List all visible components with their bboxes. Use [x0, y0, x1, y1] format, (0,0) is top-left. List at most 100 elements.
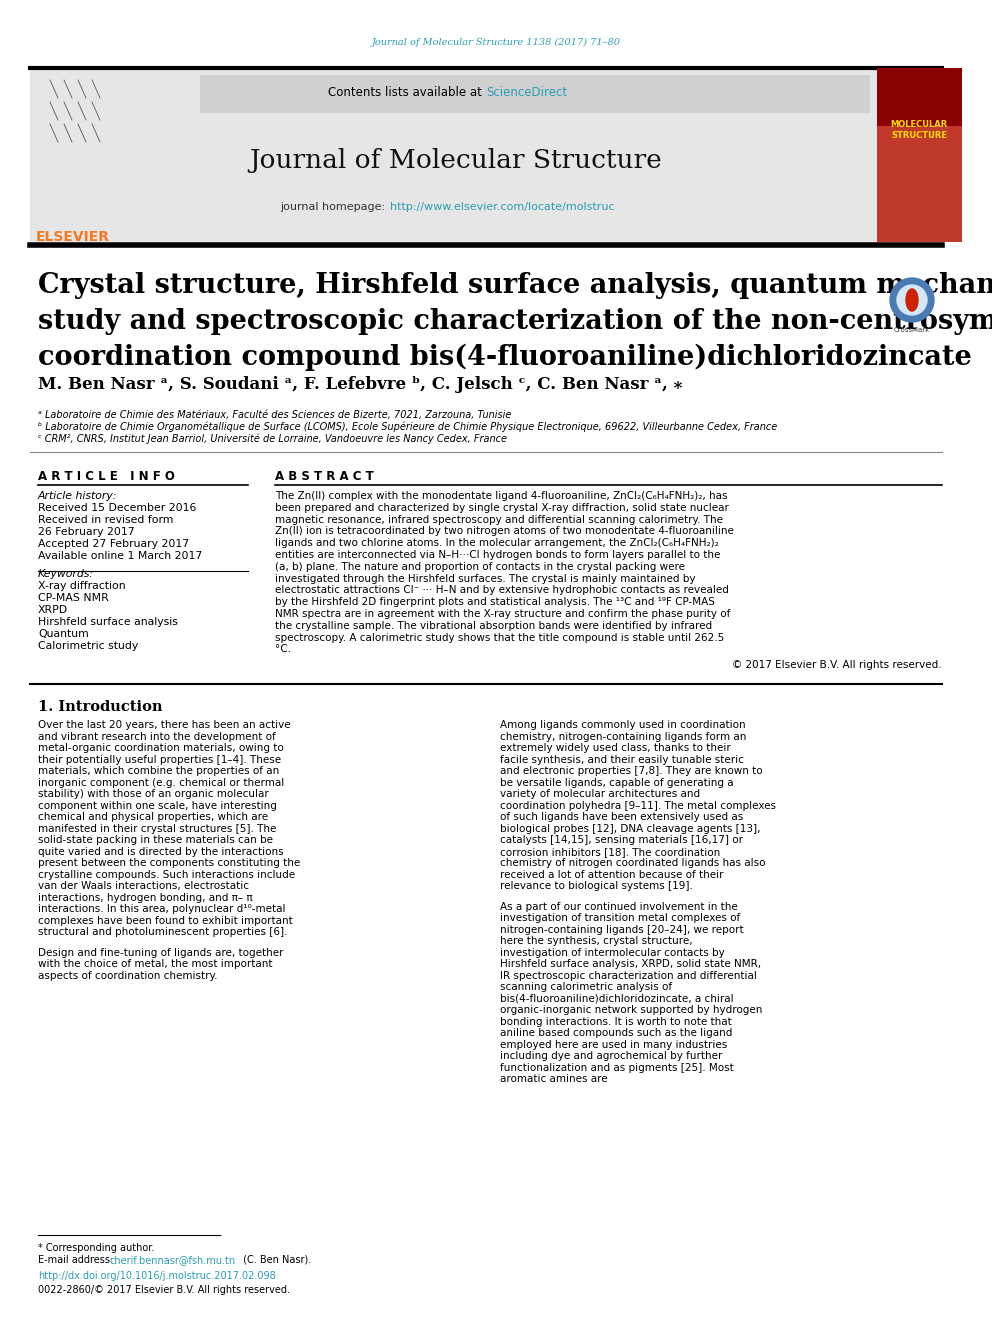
Text: interactions. In this area, polynuclear d¹⁰-metal: interactions. In this area, polynuclear … [38, 904, 286, 914]
Text: investigated through the Hirshfeld surfaces. The crystal is mainly maintained by: investigated through the Hirshfeld surfa… [275, 574, 695, 583]
Text: © 2017 Elsevier B.V. All rights reserved.: © 2017 Elsevier B.V. All rights reserved… [732, 660, 942, 671]
Text: here the synthesis, crystal structure,: here the synthesis, crystal structure, [500, 937, 692, 946]
Text: nitrogen-containing ligands [20–24], we report: nitrogen-containing ligands [20–24], we … [500, 925, 744, 935]
Text: MOLECULAR
STRUCTURE: MOLECULAR STRUCTURE [891, 120, 947, 140]
Ellipse shape [906, 288, 918, 311]
Text: Contents lists available at: Contents lists available at [328, 86, 486, 99]
Text: Received 15 December 2016: Received 15 December 2016 [38, 503, 196, 513]
Text: chemistry, nitrogen-containing ligands form an: chemistry, nitrogen-containing ligands f… [500, 732, 746, 742]
Text: corrosion inhibitors [18]. The coordination: corrosion inhibitors [18]. The coordinat… [500, 847, 720, 857]
Text: (C. Ben Nasr).: (C. Ben Nasr). [240, 1256, 311, 1265]
Text: http://www.elsevier.com/locate/molstruc: http://www.elsevier.com/locate/molstruc [390, 202, 615, 212]
Text: http://dx.doi.org/10.1016/j.molstruc.2017.02.098: http://dx.doi.org/10.1016/j.molstruc.201… [38, 1271, 276, 1281]
Text: E-mail address:: E-mail address: [38, 1256, 116, 1265]
Text: Article history:: Article history: [38, 491, 117, 501]
Text: aspects of coordination chemistry.: aspects of coordination chemistry. [38, 971, 217, 980]
Text: and vibrant research into the development of: and vibrant research into the developmen… [38, 732, 276, 742]
Text: magnetic resonance, infrared spectroscopy and differential scanning calorimetry.: magnetic resonance, infrared spectroscop… [275, 515, 723, 525]
Text: Hirshfeld surface analysis: Hirshfeld surface analysis [38, 617, 178, 627]
Text: Quantum: Quantum [38, 628, 88, 639]
Text: IR spectroscopic characterization and differential: IR spectroscopic characterization and di… [500, 971, 757, 980]
Text: crystalline compounds. Such interactions include: crystalline compounds. Such interactions… [38, 869, 296, 880]
Text: and electronic properties [7,8]. They are known to: and electronic properties [7,8]. They ar… [500, 766, 763, 777]
Text: including dye and agrochemical by further: including dye and agrochemical by furthe… [500, 1052, 722, 1061]
Text: received a lot of attention because of their: received a lot of attention because of t… [500, 869, 723, 880]
Text: van der Waals interactions, electrostatic: van der Waals interactions, electrostati… [38, 881, 249, 892]
Text: cherif.bennasr@fsh.mu.tn: cherif.bennasr@fsh.mu.tn [110, 1256, 236, 1265]
Text: M. Ben Nasr ᵃ, S. Soudani ᵃ, F. Lefebvre ᵇ, C. Jelsch ᶜ, C. Ben Nasr ᵃ, ⁎: M. Ben Nasr ᵃ, S. Soudani ᵃ, F. Lefebvre… [38, 376, 682, 393]
Text: Hirshfeld surface analysis, XRPD, solid state NMR,: Hirshfeld surface analysis, XRPD, solid … [500, 959, 761, 970]
Circle shape [897, 284, 927, 315]
Text: 26 February 2017: 26 February 2017 [38, 527, 135, 537]
Text: Accepted 27 February 2017: Accepted 27 February 2017 [38, 538, 189, 549]
Text: bonding interactions. It is worth to note that: bonding interactions. It is worth to not… [500, 1016, 732, 1027]
Text: ᵇ Laboratoire de Chimie Organométallique de Surface (LCOMS), Ecole Supérieure de: ᵇ Laboratoire de Chimie Organométallique… [38, 422, 778, 433]
Text: A B S T R A C T: A B S T R A C T [275, 470, 374, 483]
Text: by the Hirshfeld 2D fingerprint plots and statistical analysis. The ¹³C and ¹⁹F : by the Hirshfeld 2D fingerprint plots an… [275, 597, 715, 607]
Text: investigation of transition metal complexes of: investigation of transition metal comple… [500, 913, 740, 923]
Text: stability) with those of an organic molecular: stability) with those of an organic mole… [38, 790, 269, 799]
Text: Among ligands commonly used in coordination: Among ligands commonly used in coordinat… [500, 720, 746, 730]
Text: Crystal structure, Hirshfeld surface analysis, quantum mechanical: Crystal structure, Hirshfeld surface ana… [38, 273, 992, 299]
Text: coordination polyhedra [9–11]. The metal complexes: coordination polyhedra [9–11]. The metal… [500, 800, 776, 811]
Text: aromatic amines are: aromatic amines are [500, 1074, 608, 1085]
Text: * Corresponding author.: * Corresponding author. [38, 1244, 155, 1253]
Bar [30, 67, 942, 242]
Text: 0022-2860/© 2017 Elsevier B.V. All rights reserved.: 0022-2860/© 2017 Elsevier B.V. All right… [38, 1285, 290, 1295]
Text: Design and fine-tuning of ligands are, together: Design and fine-tuning of ligands are, t… [38, 947, 284, 958]
Text: Journal of Molecular Structure 1138 (2017) 71–80: Journal of Molecular Structure 1138 (201… [371, 38, 621, 48]
Text: ELSEVIER: ELSEVIER [36, 230, 110, 243]
Text: Received in revised form: Received in revised form [38, 515, 174, 525]
Text: ᵃ Laboratoire de Chimie des Matériaux, Faculté des Sciences de Bizerte, 7021, Za: ᵃ Laboratoire de Chimie des Matériaux, F… [38, 410, 511, 419]
Text: scanning calorimetric analysis of: scanning calorimetric analysis of [500, 982, 673, 992]
Circle shape [890, 278, 934, 321]
Text: Available online 1 March 2017: Available online 1 March 2017 [38, 550, 202, 561]
Text: interactions, hydrogen bonding, and π– π: interactions, hydrogen bonding, and π– π [38, 893, 253, 902]
Text: CP-MAS NMR: CP-MAS NMR [38, 593, 109, 603]
Text: relevance to biological systems [19].: relevance to biological systems [19]. [500, 881, 692, 892]
Text: manifested in their crystal structures [5]. The: manifested in their crystal structures [… [38, 824, 277, 833]
Text: XRPD: XRPD [38, 605, 68, 615]
Text: biological probes [12], DNA cleavage agents [13],: biological probes [12], DNA cleavage age… [500, 824, 761, 833]
Text: Zn(II) ion is tetracoordinated by two nitrogen atoms of two monodentate 4-fluoro: Zn(II) ion is tetracoordinated by two ni… [275, 527, 734, 536]
Text: coordination compound bis(4-fluoroaniline)dichloridozincate: coordination compound bis(4-fluoroanilin… [38, 344, 972, 372]
Text: be versatile ligands, capable of generating a: be versatile ligands, capable of generat… [500, 778, 734, 787]
Text: ligands and two chlorine atoms. In the molecular arrangement, the ZnCl₂(C₆H₄FNH₂: ligands and two chlorine atoms. In the m… [275, 538, 719, 548]
Text: of such ligands have been extensively used as: of such ligands have been extensively us… [500, 812, 743, 822]
Text: extremely widely used class, thanks to their: extremely widely used class, thanks to t… [500, 744, 731, 753]
Text: present between the components constituting the: present between the components constitut… [38, 859, 301, 868]
Text: metal-organic coordination materials, owing to: metal-organic coordination materials, ow… [38, 744, 284, 753]
Text: the crystalline sample. The vibrational absorption bands were identified by infr: the crystalline sample. The vibrational … [275, 620, 712, 631]
Text: study and spectroscopic characterization of the non-centrosymmetric: study and spectroscopic characterization… [38, 308, 992, 335]
Text: employed here are used in many industries: employed here are used in many industrie… [500, 1040, 727, 1049]
Bar [200, 75, 870, 112]
Text: NMR spectra are in agreement with the X-ray structure and confirm the phase puri: NMR spectra are in agreement with the X-… [275, 609, 730, 619]
Text: with the choice of metal, the most important: with the choice of metal, the most impor… [38, 959, 273, 970]
Bar [877, 67, 962, 242]
Text: Keywords:: Keywords: [38, 569, 94, 579]
Text: 1. Introduction: 1. Introduction [38, 700, 163, 714]
Text: complexes have been found to exhibit important: complexes have been found to exhibit imp… [38, 916, 293, 926]
Text: A R T I C L E   I N F O: A R T I C L E I N F O [38, 470, 175, 483]
Text: The Zn(II) complex with the monodentate ligand 4-fluoroaniline, ZnCl₂(C₆H₄FNH₂)₂: The Zn(II) complex with the monodentate … [275, 491, 727, 501]
Text: variety of molecular architectures and: variety of molecular architectures and [500, 790, 700, 799]
Text: component within one scale, have interesting: component within one scale, have interes… [38, 800, 277, 811]
Text: aniline based compounds such as the ligand: aniline based compounds such as the liga… [500, 1028, 732, 1039]
Text: inorganic component (e.g. chemical or thermal: inorganic component (e.g. chemical or th… [38, 778, 285, 787]
Text: quite varied and is directed by the interactions: quite varied and is directed by the inte… [38, 847, 284, 857]
Text: Calorimetric study: Calorimetric study [38, 642, 138, 651]
Bar [877, 67, 962, 126]
Text: (a, b) plane. The nature and proportion of contacts in the crystal packing were: (a, b) plane. The nature and proportion … [275, 562, 685, 572]
Text: Over the last 20 years, there has been an active: Over the last 20 years, there has been a… [38, 720, 291, 730]
Text: chemistry of nitrogen coordinated ligands has also: chemistry of nitrogen coordinated ligand… [500, 859, 766, 868]
Text: bis(4-fluoroaniline)dichloridozincate, a chiral: bis(4-fluoroaniline)dichloridozincate, a… [500, 994, 734, 1004]
Text: structural and photoluminescent properties [6].: structural and photoluminescent properti… [38, 927, 288, 937]
Text: ScienceDirect: ScienceDirect [486, 86, 567, 99]
Text: entities are interconnected via N–H···Cl hydrogen bonds to form layers parallel : entities are interconnected via N–H···Cl… [275, 550, 720, 560]
Text: ᶜ CRM², CNRS, Institut Jean Barriol, Université de Lorraine, Vandoeuvre les Nanc: ᶜ CRM², CNRS, Institut Jean Barriol, Uni… [38, 434, 507, 445]
Text: organic-inorganic network supported by hydrogen: organic-inorganic network supported by h… [500, 1005, 763, 1015]
Text: been prepared and characterized by single crystal X-ray diffraction, solid state: been prepared and characterized by singl… [275, 503, 729, 513]
Text: Journal of Molecular Structure: Journal of Molecular Structure [250, 148, 663, 173]
Text: catalysts [14,15], sensing materials [16,17] or: catalysts [14,15], sensing materials [16… [500, 835, 743, 845]
Text: CrossMark: CrossMark [894, 327, 930, 333]
